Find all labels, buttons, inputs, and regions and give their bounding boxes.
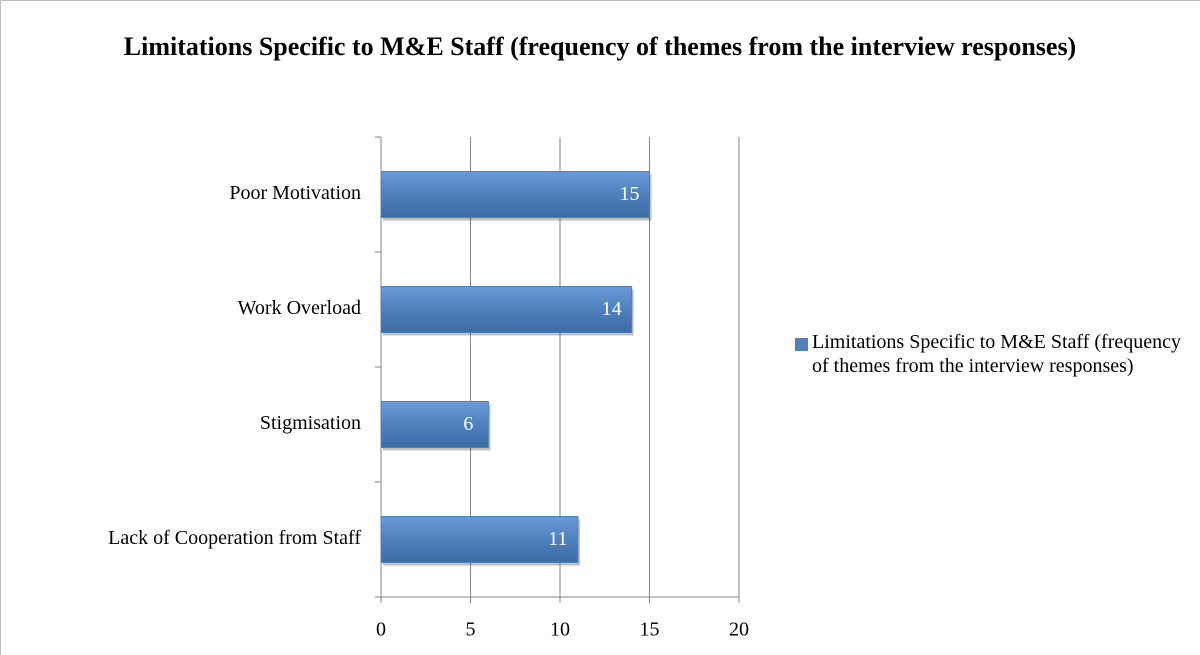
- bar: [380, 516, 579, 563]
- x-tick-label: 0: [376, 619, 386, 641]
- y-tick-label: Work Overload: [238, 297, 361, 319]
- data-label: 6: [463, 413, 473, 435]
- y-tick-label: Lack of Cooperation from Staff: [108, 527, 361, 549]
- bar: [380, 171, 650, 218]
- bar: [380, 286, 633, 333]
- y-tick-label: Stigmisation: [260, 412, 361, 434]
- chart-title: Limitations Specific to M&E Staff (frequ…: [123, 32, 1077, 61]
- x-tick-label: 15: [640, 619, 660, 641]
- y-tick-label: Poor Motivation: [229, 182, 361, 204]
- legend-label: Limitations Specific to M&E Staff (frequ…: [812, 331, 1181, 377]
- x-tick-label: 10: [550, 619, 570, 641]
- data-label: 11: [548, 528, 567, 550]
- legend-swatch: [795, 338, 808, 351]
- x-tick-label: 20: [729, 619, 749, 641]
- bar: [380, 401, 489, 448]
- x-tick-label: 5: [466, 619, 476, 641]
- data-label: 14: [602, 298, 622, 320]
- data-label: 15: [620, 183, 640, 205]
- legend: Limitations Specific to M&E Staff (frequ…: [795, 330, 1185, 378]
